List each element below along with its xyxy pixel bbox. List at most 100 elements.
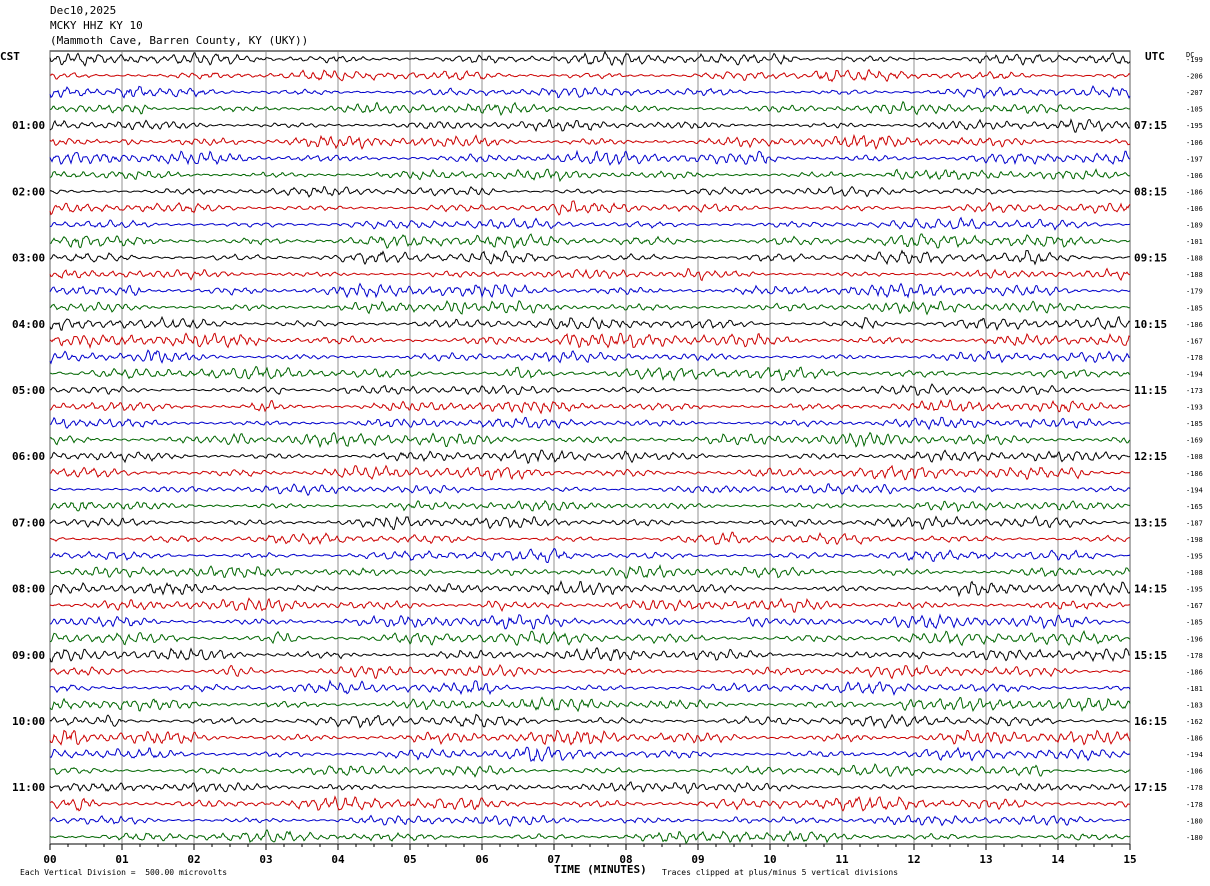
trace-row (49, 531, 1131, 546)
grid-layer (49, 50, 1131, 850)
right-timezone-label: UTC (1145, 50, 1165, 63)
dc-offset-label: -195 (1186, 122, 1203, 130)
trace-row (49, 795, 1131, 812)
dc-offset-label: -185 (1186, 619, 1203, 627)
trace-row (49, 499, 1131, 513)
trace-row (49, 647, 1131, 663)
dc-offset-label: -167 (1186, 337, 1203, 345)
trace-row (49, 100, 1131, 117)
trace-row (49, 85, 1131, 99)
x-tick-label: 05 (403, 853, 416, 866)
trace-row (49, 50, 1131, 67)
dc-offset-label: -106 (1186, 139, 1203, 147)
dc-offset-label: -167 (1186, 602, 1203, 610)
x-tick-label: 12 (907, 853, 920, 866)
dc-offset-label: -197 (1186, 155, 1203, 163)
dc-offset-label: -185 (1186, 420, 1203, 428)
left-hour-label: 01:00 (12, 119, 45, 132)
trace-row (49, 580, 1131, 598)
x-tick-label: 14 (1051, 853, 1065, 866)
dc-offset-label: -188 (1186, 271, 1203, 279)
trace-row (49, 449, 1131, 465)
trace-row (49, 547, 1131, 563)
trace-row (49, 515, 1131, 530)
right-hour-label: 12:15 (1134, 450, 1167, 463)
dc-offset-label: -165 (1186, 503, 1203, 511)
dc-offset-label: -180 (1186, 834, 1203, 842)
dc-offset-label: -108 (1186, 569, 1203, 577)
dc-offset-label: -179 (1186, 288, 1203, 296)
trace-row (49, 168, 1131, 183)
station-code: MCKY HHZ KY 10 (50, 19, 143, 32)
trace-row (49, 365, 1131, 382)
label-layer: 00 01 02 03 04 05 06 07 08 09 10 11 12 13 14 15 -199 -206… (12, 51, 1203, 866)
dc-offset-label: -186 (1186, 735, 1203, 743)
trace-row (49, 349, 1131, 365)
right-hour-label: 08:15 (1134, 185, 1167, 198)
left-hour-label: 05:00 (12, 384, 45, 397)
x-tick-label: 13 (979, 853, 992, 866)
trace-row (49, 483, 1131, 497)
x-tick-label: 15 (1123, 853, 1136, 866)
trace-row (49, 464, 1131, 481)
record-date: Dec10,2025 (50, 4, 117, 17)
dc-offset-label: -195 (1186, 553, 1203, 561)
trace-row (49, 781, 1131, 795)
clip-note: Traces clipped at plus/minus 5 vertical … (662, 868, 899, 877)
dc-offset-label: -178 (1186, 784, 1203, 792)
dc-offset-label: -206 (1186, 73, 1203, 81)
trace-row (49, 729, 1131, 746)
dc-offset-label: -207 (1186, 89, 1203, 97)
trace-row (49, 679, 1131, 696)
x-tick-label: 06 (475, 853, 489, 866)
trace-row (49, 814, 1131, 828)
dc-offset-label: -185 (1186, 304, 1203, 312)
trace-row (49, 828, 1131, 844)
dc-offset-label: -195 (1186, 586, 1203, 594)
dc-offset-label: -188 (1186, 255, 1203, 263)
trace-row (49, 332, 1131, 350)
station-location: (Mammoth Cave, Barren County, KY (UKY)) (50, 34, 309, 47)
dc-offset-label: -180 (1186, 817, 1203, 825)
trace-row (49, 613, 1131, 630)
dc-offset-label: -106 (1186, 768, 1203, 776)
right-hour-label: 13:15 (1134, 516, 1167, 529)
x-tick-label: 10 (763, 853, 776, 866)
trace-row (49, 597, 1131, 613)
trace-row (49, 713, 1131, 729)
x-tick-label: 07 (547, 853, 560, 866)
right-hour-label: 15:15 (1134, 649, 1167, 662)
trace-row (49, 200, 1131, 216)
dc-offset-label: -106 (1186, 205, 1203, 213)
dc-offset-label: -178 (1186, 801, 1203, 809)
x-tick-label: 09 (691, 853, 704, 866)
trace-row (49, 399, 1131, 415)
right-hour-label: 07:15 (1134, 119, 1167, 132)
right-hour-label: 17:15 (1134, 781, 1167, 794)
x-tick-label: 00 (43, 853, 56, 866)
x-tick-label: 01 (115, 853, 129, 866)
left-hour-label: 07:00 (12, 516, 45, 529)
dc-offset-label: -178 (1186, 354, 1203, 362)
trace-row (49, 300, 1131, 316)
trace-row (49, 68, 1131, 83)
right-hour-label: 16:15 (1134, 715, 1167, 728)
left-hour-label: 11:00 (12, 781, 45, 794)
left-hour-label: 06:00 (12, 450, 45, 463)
dc-offset-label: -162 (1186, 718, 1203, 726)
trace-row (49, 118, 1131, 133)
dc-offset-label: -101 (1186, 238, 1203, 246)
trace-row (49, 416, 1131, 431)
trace-row (49, 315, 1131, 331)
trace-row (49, 282, 1131, 299)
dc-offset-label: -186 (1186, 188, 1203, 196)
trace-row (49, 233, 1131, 249)
dc-offset-label: -106 (1186, 172, 1203, 180)
dc-offset-label: -181 (1186, 685, 1203, 693)
trace-row (49, 185, 1131, 198)
trace-row (49, 564, 1131, 579)
trace-row (49, 249, 1131, 266)
right-hour-label: 11:15 (1134, 384, 1167, 397)
trace-row (49, 629, 1131, 647)
right-hour-label: 10:15 (1134, 318, 1167, 331)
